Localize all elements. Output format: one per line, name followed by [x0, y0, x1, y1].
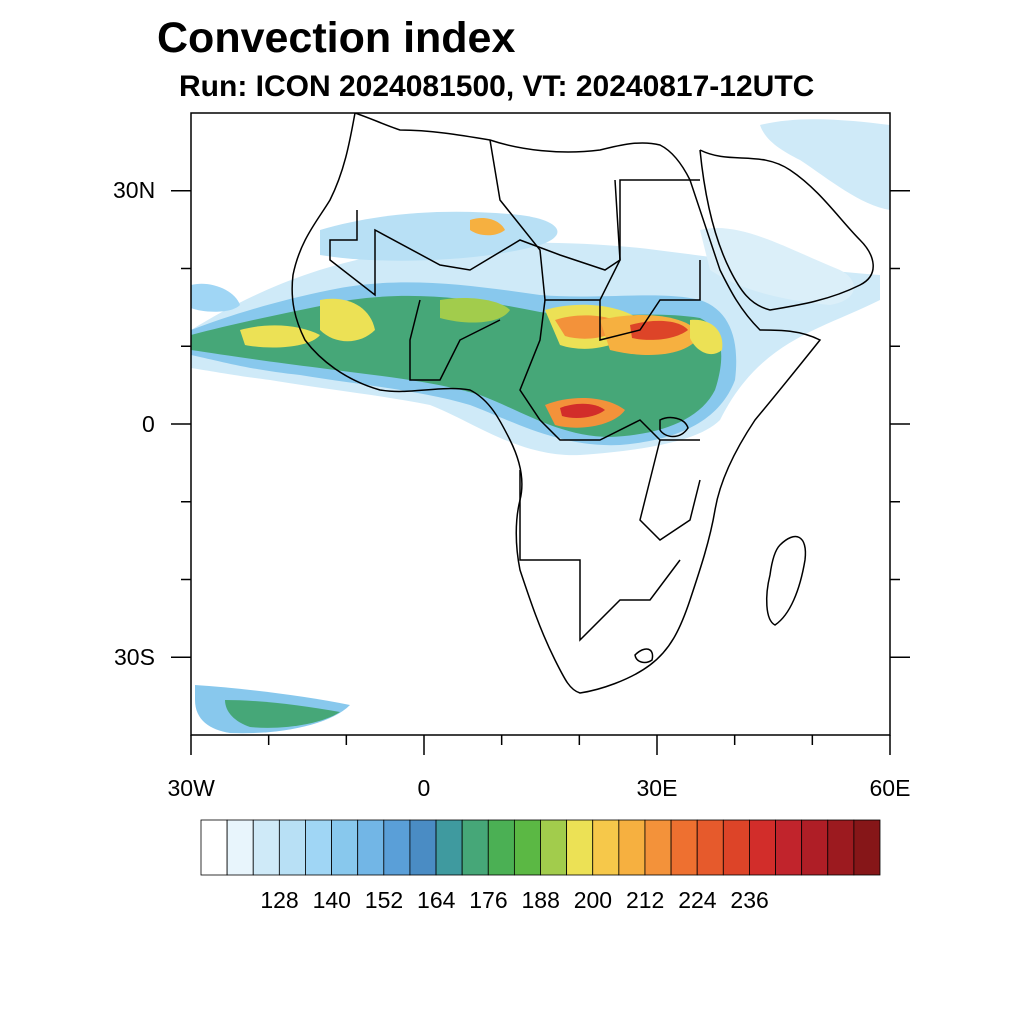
field-orange-cell-sahara	[470, 218, 505, 236]
colorbar-label: 128	[260, 887, 299, 913]
colorbar-label: 176	[469, 887, 508, 913]
border-7	[639, 439, 701, 541]
colorbar-label: 188	[521, 887, 560, 913]
field-layer	[191, 119, 890, 734]
y-tick-label: 30S	[114, 643, 155, 670]
border-1	[329, 179, 621, 297]
field-red-cell-sudan	[630, 320, 688, 340]
arabia-outline	[699, 149, 874, 311]
border-6	[409, 299, 501, 381]
colorbar-label: 140	[312, 887, 351, 913]
field-light-patch-nw	[191, 283, 240, 312]
y-tick-label: 30N	[113, 177, 156, 204]
x-tick-label: 30W	[167, 775, 215, 801]
colorbar-label: 212	[625, 887, 665, 913]
chart-title: Convection index	[157, 14, 516, 62]
border-4	[519, 470, 681, 642]
colorbar-label: 236	[730, 887, 769, 913]
axis-ticks	[171, 190, 910, 755]
colorbar-label: 152	[364, 887, 404, 913]
coastlines	[291, 113, 874, 694]
lake-outline	[659, 416, 689, 438]
border-2	[489, 139, 700, 301]
border-5	[599, 260, 701, 341]
field-green-patch-south	[225, 700, 340, 728]
x-tick-label: 60E	[869, 775, 911, 801]
x-tick-label: 30E	[636, 775, 678, 801]
field-light-patch-saudi	[700, 228, 854, 305]
field-yellow-cell-west	[240, 325, 320, 348]
africa-outline	[291, 113, 822, 694]
field-yellow-cell-ethiopia	[690, 319, 723, 355]
field-yellow-cell-sahel	[440, 298, 510, 323]
colorbar-label: 200	[573, 887, 613, 913]
y-tick-label: 0	[142, 410, 155, 437]
colorbar-label: 224	[678, 887, 717, 913]
x-tick-label: 0	[417, 775, 431, 801]
field-light-patch-ne	[760, 119, 890, 210]
field-red-cell-congo	[560, 403, 605, 418]
field-yellow-cell-guinea	[320, 298, 375, 342]
lesotho-outline	[634, 648, 654, 664]
madagascar-outline	[765, 535, 807, 626]
chart-subtitle: Run: ICON 2024081500, VT: 20240817-12UTC	[179, 70, 815, 103]
border-3	[519, 299, 700, 441]
colorbar-label: 164	[417, 887, 456, 913]
